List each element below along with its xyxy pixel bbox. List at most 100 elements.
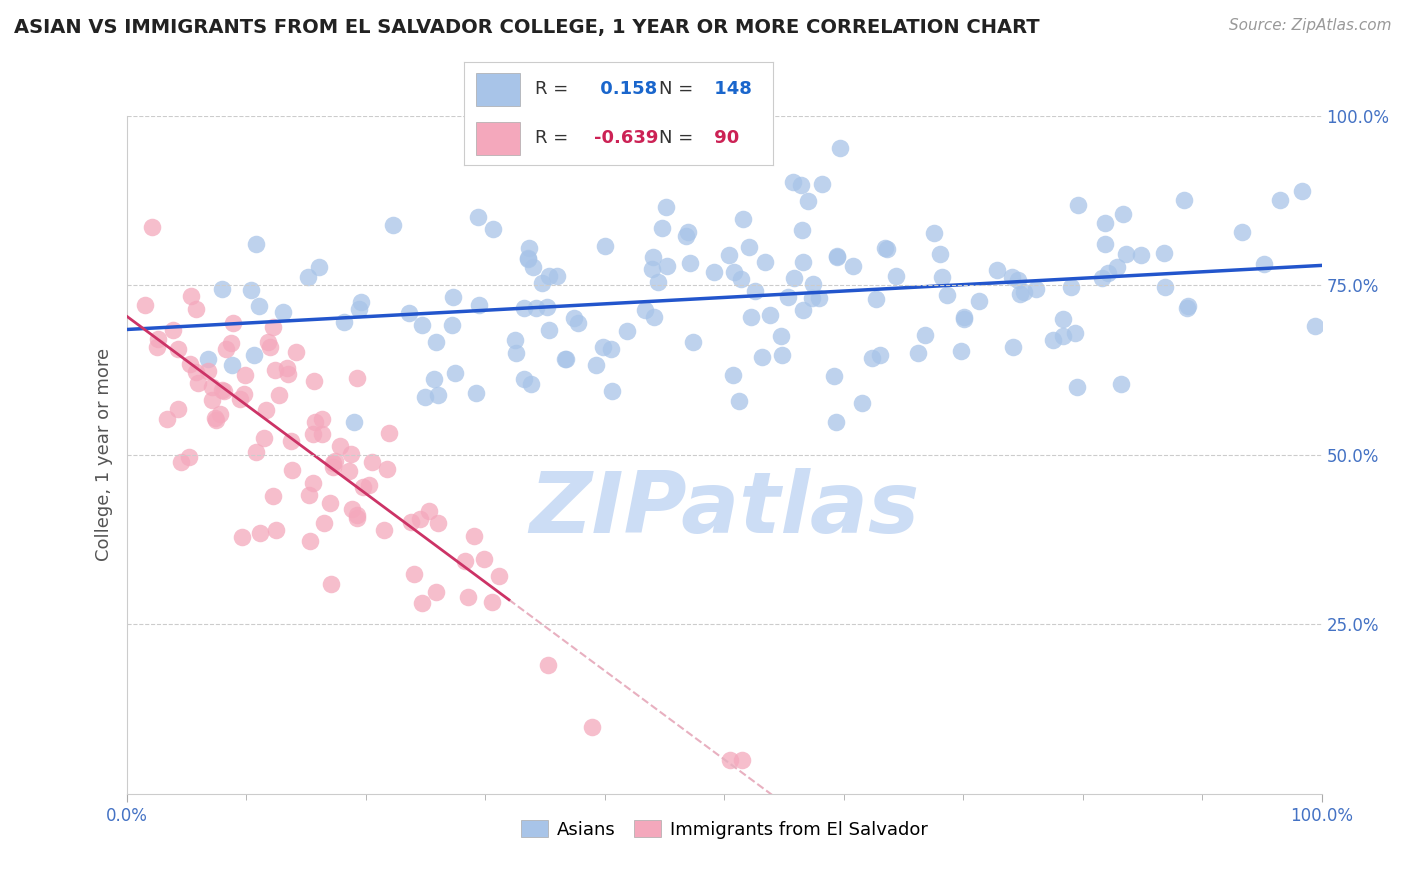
Point	[467, 297, 489, 311]
Point	[245, 445, 267, 459]
Point	[146, 340, 169, 354]
Point	[319, 495, 342, 509]
Point	[222, 316, 245, 330]
Point	[567, 317, 589, 331]
Point	[311, 411, 333, 425]
Point	[801, 277, 824, 291]
Point	[824, 415, 846, 429]
Point	[457, 590, 479, 604]
Point	[600, 384, 623, 399]
Point	[792, 222, 814, 236]
Point	[304, 415, 326, 429]
Point	[876, 242, 898, 256]
Point	[503, 333, 526, 347]
Point	[723, 265, 745, 279]
Point	[703, 265, 725, 279]
Text: 148: 148	[709, 80, 752, 98]
Point	[271, 304, 294, 318]
Point	[329, 439, 352, 453]
Point	[782, 271, 804, 285]
Point	[347, 302, 370, 317]
Point	[1112, 207, 1135, 221]
Point	[249, 525, 271, 540]
Point	[782, 175, 804, 189]
Point	[952, 310, 974, 325]
Point	[643, 310, 665, 324]
Point	[811, 177, 834, 191]
Point	[404, 567, 426, 582]
Point	[399, 515, 422, 529]
Point	[409, 512, 432, 526]
Point	[922, 227, 945, 241]
Point	[340, 501, 363, 516]
Point	[488, 569, 510, 583]
Point	[472, 552, 495, 566]
Point	[718, 753, 741, 767]
Point	[950, 344, 973, 359]
Point	[728, 393, 751, 408]
Point	[302, 427, 325, 442]
Point	[297, 269, 319, 284]
Point	[592, 340, 614, 354]
Point	[264, 363, 287, 377]
Point	[531, 276, 554, 290]
Point	[1115, 247, 1137, 261]
Point	[825, 250, 848, 264]
Point	[585, 359, 607, 373]
Point	[378, 426, 401, 441]
Point	[1097, 266, 1119, 280]
Point	[267, 388, 290, 402]
Point	[517, 252, 540, 266]
Point	[1010, 287, 1032, 301]
Point	[166, 342, 188, 356]
Point	[538, 268, 561, 283]
Point	[333, 315, 356, 329]
Point	[346, 511, 368, 525]
Point	[398, 306, 420, 320]
Point	[1173, 193, 1195, 207]
Point	[790, 178, 813, 193]
Point	[337, 464, 360, 478]
Point	[520, 376, 543, 391]
Point	[463, 529, 485, 543]
Point	[259, 341, 281, 355]
Point	[413, 391, 436, 405]
Point	[340, 447, 363, 461]
Point	[536, 300, 558, 314]
Point	[770, 348, 793, 362]
Text: R =: R =	[536, 80, 574, 98]
Point	[325, 454, 347, 468]
Point	[554, 351, 576, 366]
Point	[209, 407, 232, 421]
Point	[986, 263, 1008, 277]
Point	[425, 334, 447, 349]
Point	[264, 523, 287, 537]
Point	[546, 268, 568, 283]
Point	[184, 301, 207, 316]
Point	[361, 455, 384, 469]
Point	[304, 374, 326, 388]
Point	[865, 292, 887, 306]
Point	[162, 323, 184, 337]
Point	[357, 478, 380, 492]
Point	[211, 282, 233, 296]
Point	[778, 290, 800, 304]
Point	[537, 658, 560, 673]
Point	[156, 412, 179, 426]
Point	[280, 434, 302, 449]
Point	[1064, 326, 1087, 341]
Point	[211, 383, 233, 397]
Point	[1107, 260, 1129, 275]
Point	[517, 241, 540, 255]
Point	[513, 301, 536, 315]
Point	[467, 211, 489, 225]
Text: 90: 90	[709, 129, 740, 147]
Text: R =: R =	[536, 129, 574, 147]
Point	[682, 334, 704, 349]
Point	[180, 288, 202, 302]
Point	[797, 194, 820, 208]
Point	[1014, 285, 1036, 300]
Point	[929, 247, 952, 261]
Point	[1002, 340, 1025, 354]
Point	[616, 324, 638, 338]
